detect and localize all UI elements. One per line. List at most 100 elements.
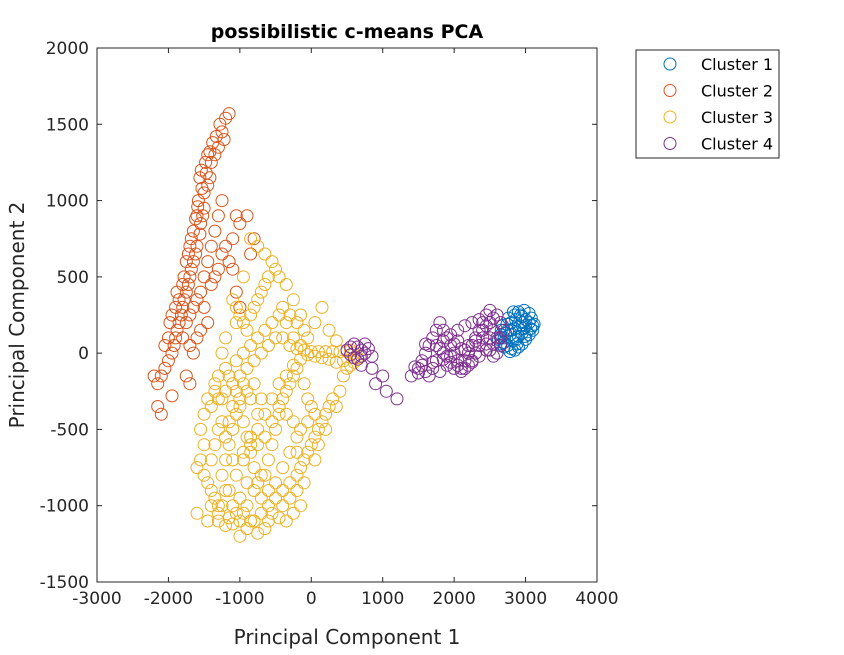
x-tick-label: 4000: [575, 589, 618, 609]
data-point: [265, 392, 279, 406]
data-point: [269, 331, 283, 345]
data-point: [311, 438, 325, 452]
data-point: [465, 355, 479, 369]
points-layer: [147, 107, 541, 543]
data-point: [208, 224, 222, 238]
data-point: [211, 499, 225, 513]
data-point: [201, 476, 215, 490]
data-point: [204, 155, 218, 169]
data-point: [190, 331, 204, 345]
data-point: [190, 506, 204, 520]
data-point: [290, 316, 304, 330]
data-point: [158, 339, 172, 352]
data-point: [201, 148, 215, 162]
data-point: [276, 499, 290, 513]
data-point: [229, 468, 243, 482]
data-point: [514, 308, 528, 322]
data-point: [169, 331, 183, 345]
data-point: [236, 346, 250, 360]
data-point: [215, 468, 229, 482]
data-point: [247, 232, 261, 246]
data-point: [240, 522, 254, 536]
data-point: [190, 461, 204, 475]
data-point: [254, 346, 268, 360]
data-point: [340, 361, 354, 375]
data-point: [183, 308, 197, 322]
data-point: [265, 255, 279, 269]
data-point: [194, 285, 208, 299]
data-point: [211, 209, 225, 223]
data-point: [458, 343, 472, 357]
data-point: [509, 313, 523, 327]
data-point: [279, 384, 293, 398]
data-point: [213, 117, 227, 131]
data-point: [154, 407, 168, 421]
data-point: [226, 377, 240, 391]
data-point: [240, 209, 254, 223]
data-point: [304, 345, 318, 359]
data-point: [161, 354, 175, 368]
data-point: [183, 270, 197, 284]
data-point: [301, 348, 315, 362]
data-point: [215, 247, 229, 261]
data-point: [286, 506, 300, 520]
y-tick-label: -1500: [40, 573, 89, 593]
data-point: [203, 145, 217, 159]
data-point: [179, 369, 193, 383]
data-point: [233, 300, 247, 314]
data-point: [490, 331, 504, 345]
data-point: [204, 278, 218, 291]
data-point: [247, 377, 261, 391]
data-point: [233, 400, 247, 413]
data-point: [211, 506, 225, 520]
data-point: [269, 476, 283, 490]
data-point: [244, 247, 258, 261]
legend-label: Cluster 1: [701, 55, 773, 74]
data-point: [286, 369, 300, 383]
x-axis-title: Principal Component 1: [234, 625, 461, 649]
data-point: [247, 514, 261, 528]
data-point: [204, 484, 218, 497]
data-point: [208, 491, 222, 505]
data-point: [261, 270, 275, 284]
y-tick-label: -1000: [40, 497, 89, 517]
data-point: [479, 319, 493, 333]
data-point: [222, 511, 236, 525]
data-point: [490, 308, 504, 322]
data-point: [419, 365, 433, 378]
data-point: [197, 438, 211, 452]
data-point: [254, 468, 268, 482]
data-point: [265, 316, 279, 330]
data-point: [472, 339, 486, 352]
data-point: [177, 270, 191, 284]
data-point: [447, 337, 461, 351]
data-point: [322, 400, 336, 413]
data-point: [272, 407, 286, 421]
legend-marker: [663, 110, 677, 124]
data-point: [247, 484, 261, 497]
data-point: [251, 422, 265, 436]
data-point: [272, 400, 286, 413]
data-point: [236, 415, 250, 429]
data-point: [247, 461, 261, 475]
x-tick-label: -2000: [144, 589, 193, 609]
data-point: [290, 484, 304, 497]
data-point: [294, 422, 308, 436]
data-point: [269, 262, 283, 276]
data-point: [506, 305, 520, 319]
data-point: [201, 392, 215, 406]
data-point: [240, 499, 254, 513]
data-point: [290, 361, 304, 375]
data-point: [158, 361, 172, 375]
data-point: [510, 337, 524, 351]
data-point: [229, 354, 243, 368]
data-point: [279, 514, 293, 528]
data-point: [219, 453, 233, 467]
data-point: [215, 415, 229, 429]
data-point: [408, 360, 422, 374]
data-point: [361, 342, 375, 356]
data-point: [229, 506, 243, 520]
data-point: [208, 438, 222, 452]
data-point: [294, 308, 308, 322]
data-point: [184, 232, 198, 246]
